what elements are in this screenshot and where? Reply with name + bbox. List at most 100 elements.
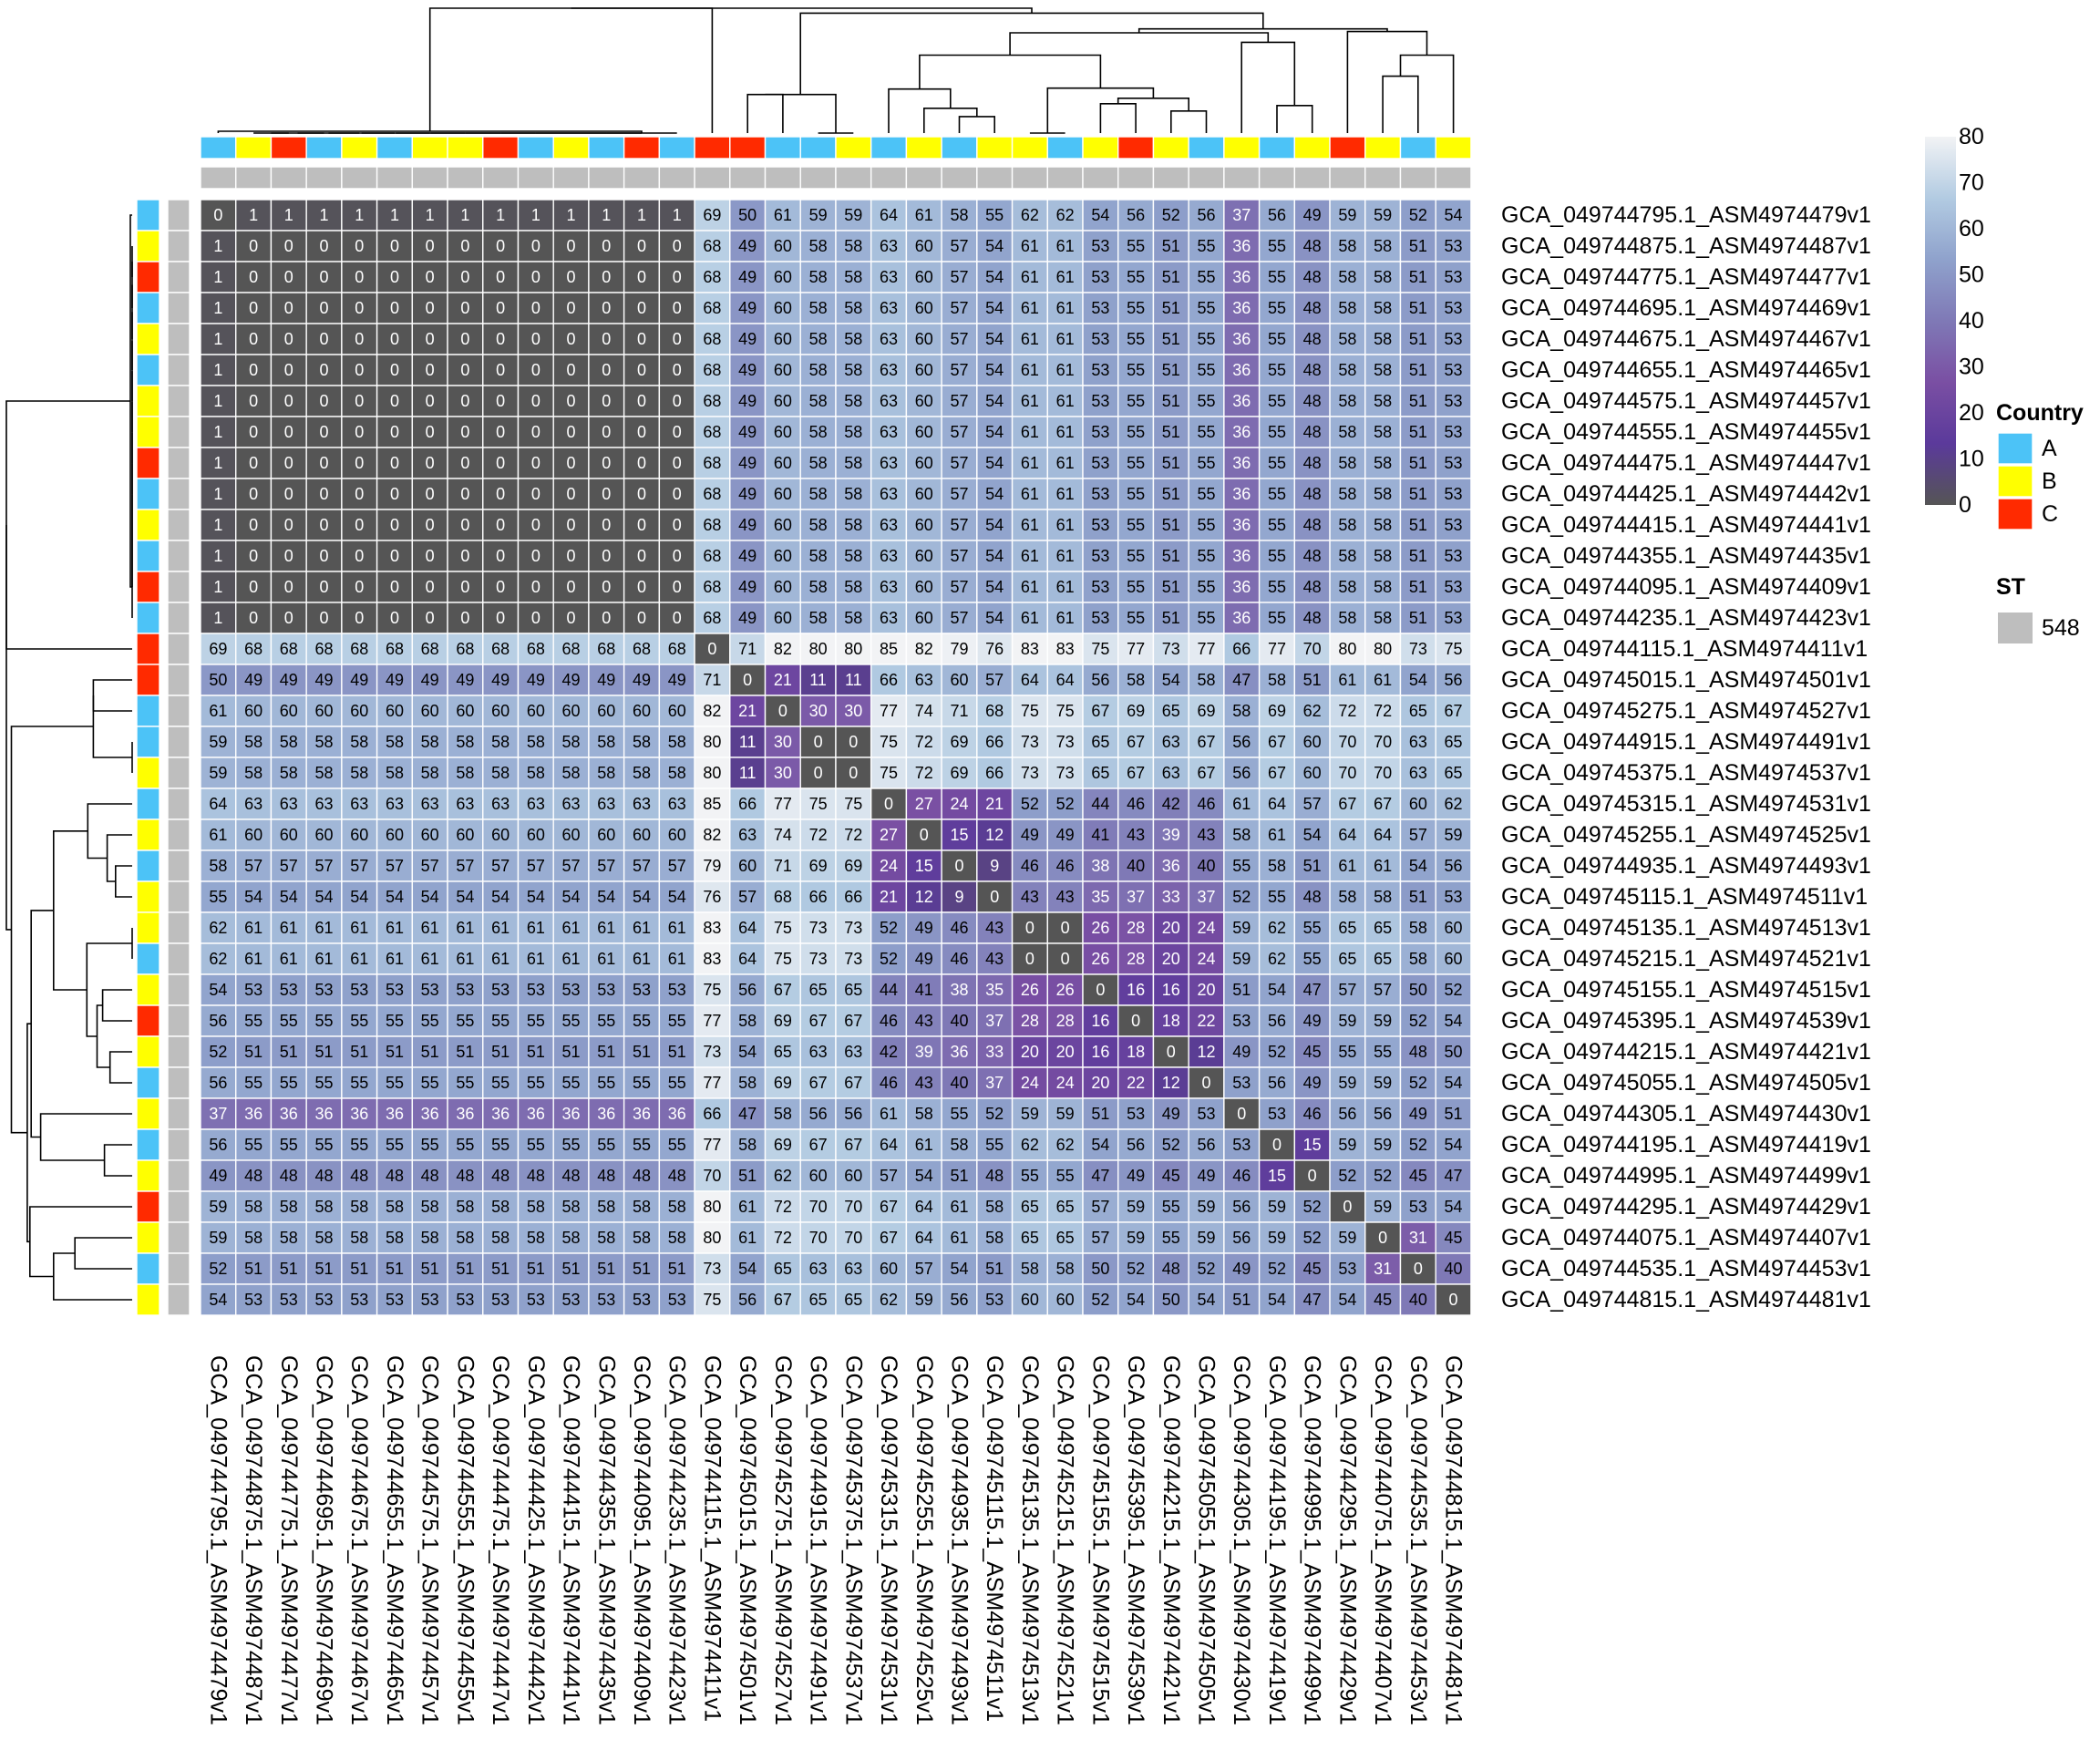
cell-value: 60 [280,702,298,720]
cell-value: 58 [809,299,828,317]
cell-value: 38 [950,981,968,999]
heatmap-cell [1117,602,1155,634]
heatmap-cell [1399,1004,1436,1037]
cell-value: 57 [950,392,968,410]
row-st-swatch [167,849,190,882]
cell-value: 60 [774,361,792,379]
cell-value: 65 [1338,950,1356,968]
cell-value: 56 [1232,1229,1251,1247]
cell-value: 26 [1021,981,1039,999]
cell-value: 60 [668,702,686,720]
heatmap-cell [305,261,343,293]
cell-value: 44 [1091,795,1109,813]
heatmap-cell [623,880,661,913]
cell-value: 0 [531,392,540,410]
cell-value: 68 [703,330,721,348]
heatmap-cell [1329,911,1366,944]
cell-value: 36 [562,1105,581,1123]
heatmap-cell [1152,416,1189,448]
cell-value: 56 [1268,1012,1286,1030]
cell-value: 52 [1409,1136,1427,1154]
cell-value: 63 [280,795,298,813]
cell-value: 58 [844,609,862,627]
cell-value: 41 [915,981,933,999]
cell-value: 60 [633,826,651,844]
cell-value: 55 [350,1136,368,1154]
cell-value: 0 [778,702,788,720]
cell-value: 47 [1232,671,1251,689]
cell-value: 36 [1232,392,1251,410]
heatmap-cell [658,354,695,386]
cell-value: 59 [209,764,227,782]
cell-value: 60 [915,578,933,596]
cell-value: 70 [1338,764,1356,782]
row-label: GCA_049744695.1_ASM4974469v1 [1501,295,1871,321]
cell-value: 18 [1162,1012,1180,1030]
cell-value: 54 [668,888,686,906]
cell-value: 73 [809,950,828,968]
row-dendrogram-branch [39,1113,132,1161]
heatmap-cell [1293,695,1331,727]
cell-value: 0 [390,237,399,255]
cell-value: 0 [426,392,435,410]
cell-value: 55 [280,1136,298,1154]
cell-value: 59 [209,1229,227,1247]
heatmap-cell [482,199,520,232]
cell-value: 82 [703,702,721,720]
column-label: GCA_049744195.1_ASM4974419v1 [1264,1355,1290,1725]
heatmap-cell [482,447,520,479]
cell-value: 46 [950,919,968,937]
cell-value: 51 [950,1167,968,1185]
cell-value: 55 [1162,1229,1180,1247]
cell-value: 50 [209,671,227,689]
cell-value: 51 [668,1043,686,1061]
cell-value: 0 [673,237,682,255]
cell-value: 51 [386,1043,404,1061]
column-country-swatch [447,136,484,160]
heatmap-cell [270,478,307,510]
cell-value: 0 [460,609,469,627]
cell-value: 60 [774,268,792,286]
cell-value: 57 [950,578,968,596]
column-country-swatch [1011,136,1048,160]
cell-value: 0 [673,330,682,348]
cell-value: 61 [562,950,581,968]
cell-value: 0 [390,299,399,317]
cell-value: 57 [1409,826,1427,844]
heatmap-cell [1082,788,1119,820]
cell-value: 60 [597,826,615,844]
cell-value: 80 [1374,640,1392,658]
cell-value: 68 [597,640,615,658]
cell-value: 56 [209,1074,227,1092]
cell-value: 55 [280,1012,298,1030]
cell-value: 65 [1021,1198,1039,1216]
cell-value: 0 [496,423,505,441]
column-country-swatch [623,136,661,160]
heatmap-cell [517,540,554,572]
heatmap-cell [941,633,978,665]
cell-value: 58 [809,578,828,596]
cell-value: 21 [985,795,1004,813]
cell-value: 55 [1268,578,1286,596]
column-country-swatch [1223,136,1261,160]
heatmap-cell [1258,973,1296,1006]
heatmap-cell [835,354,872,386]
cell-value: 0 [249,516,258,534]
cell-value: 57 [950,299,968,317]
heatmap-cell [411,788,448,820]
cell-value: 56 [1445,671,1463,689]
row-country-swatch [136,571,160,603]
row-country-swatch [136,1097,160,1130]
row-dendrogram-branch [129,214,132,588]
heatmap-cell [482,664,520,696]
column-st-swatch [799,166,837,190]
cell-value: 58 [562,733,581,751]
cell-value: 49 [738,423,757,441]
cell-value: 0 [567,237,576,255]
cell-value: 61 [527,919,545,937]
cell-value: 36 [1162,857,1180,875]
cell-value: 30 [809,702,828,720]
heatmap-cell [588,757,625,789]
heatmap-cell [658,1035,695,1068]
heatmap-cell [623,571,661,603]
